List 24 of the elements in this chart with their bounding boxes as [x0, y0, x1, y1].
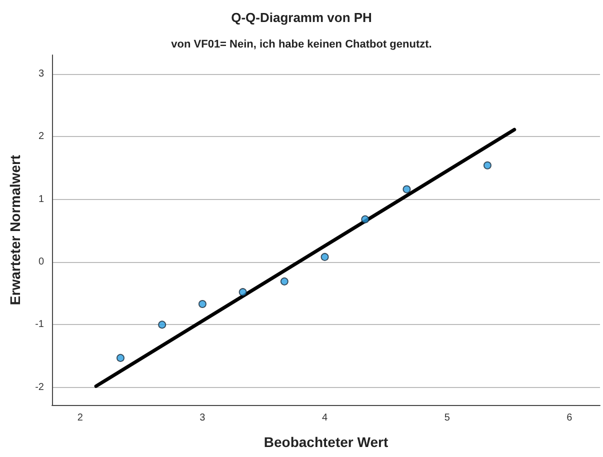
y-tick-label: 1: [38, 194, 44, 205]
x-tick-label: 4: [322, 412, 328, 424]
point: [361, 215, 370, 224]
point: [238, 288, 247, 296]
y-tick-label: 2: [38, 131, 44, 142]
chart-title: Q-Q-Diagramm von PH: [231, 10, 372, 25]
x-tick-label: 6: [566, 412, 573, 424]
x-tick-label: 2: [77, 412, 84, 424]
x-tick-label: 3: [200, 412, 206, 424]
y-tick-label: 0: [38, 256, 44, 268]
y-tick-label: 3: [38, 68, 44, 80]
y-tick-label: -2: [35, 382, 44, 393]
chart-subtitle: von VF01= Nein, ich habe keinen Chatbot genutzt.: [171, 38, 432, 50]
y-axis-title: Erwarteter Normalwert: [7, 154, 23, 306]
point: [483, 161, 492, 170]
point: [320, 252, 329, 261]
point: [280, 277, 288, 286]
y-tick-label: -1: [35, 319, 44, 330]
x-tick-label: 5: [444, 412, 450, 424]
point: [116, 354, 124, 362]
point: [158, 320, 166, 329]
point: [402, 185, 411, 194]
x-axis-title: Beobachteter Wert: [264, 434, 388, 450]
point: [198, 300, 206, 308]
